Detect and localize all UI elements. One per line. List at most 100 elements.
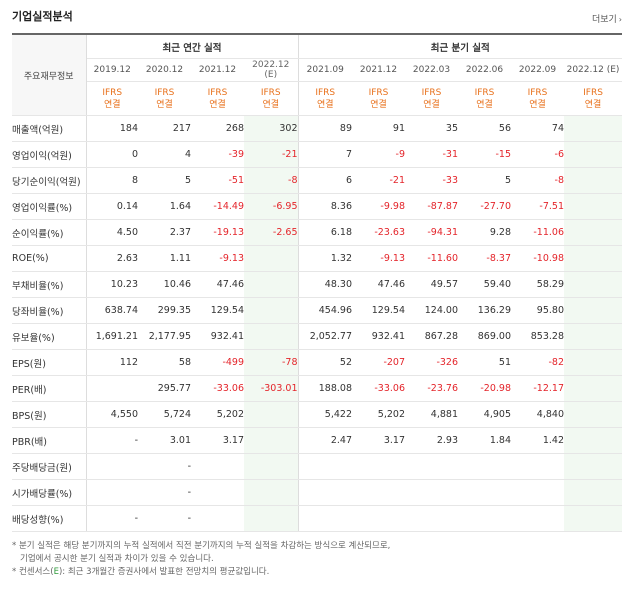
value-cell: 5,202 [352,401,405,428]
value-cell [405,505,458,532]
value-cell [244,401,298,428]
value-cell: 51 [458,349,511,376]
value-cell: -6 [511,141,564,168]
value-cell: -19.13 [191,219,244,246]
period-header-estimate: 2022.12 (E) [244,58,298,82]
value-cell: 638.74 [86,297,138,324]
value-cell: 10.46 [138,271,191,298]
row-label: 영업이익(억원) [12,141,87,168]
ifrs-label: IFRS 연결 [352,81,405,116]
value-cell: -207 [352,349,405,376]
value-cell: 184 [86,115,138,142]
value-cell: 47.46 [352,271,405,298]
table-row: 배당성향(%) - - [12,505,623,532]
ifrs-top: IFRS [260,87,281,98]
value-cell: 124.00 [405,297,458,324]
value-cell [244,245,298,272]
value-cell: 188.08 [297,375,352,402]
value-cell: 74 [511,115,564,142]
row-label: 당좌비율(%) [12,297,87,324]
estimate-mark: (E) [264,70,278,80]
value-cell [564,479,623,506]
value-cell: 5,422 [297,401,352,428]
ifrs-top: IFRS [207,87,228,98]
value-cell: 48.30 [297,271,352,298]
period-header: 2019.12 [86,58,138,82]
value-cell: -21 [352,167,405,194]
value-cell: -27.70 [458,193,511,220]
value-cell: -8.37 [458,245,511,272]
value-cell: 91 [352,115,405,142]
value-cell [564,349,623,376]
value-cell: 8.36 [297,193,352,220]
value-cell: -33 [405,167,458,194]
value-cell [564,401,623,428]
value-cell: 302 [244,115,298,142]
value-cell [564,245,623,272]
more-link[interactable]: 더보기 › [592,12,622,25]
table-row: PBR(배) -3.01 3.17 2.47 3.17 2.93 1.84 1.42 [12,427,623,454]
value-cell: -51 [191,167,244,194]
value-cell: 58.29 [511,271,564,298]
ifrs-top: IFRS [368,87,389,98]
table-row: 영업이익률(%) 0.14 1.64 -14.49 -6.95 8.36 -9.98 -87.… [12,193,623,220]
table-row: 주당배당금(원) - [12,453,623,480]
row-label: BPS(원) [12,401,87,428]
value-cell: 136.29 [458,297,511,324]
value-cell: 59.40 [458,271,511,298]
ifrs-label: IFRS 연결 [405,81,458,116]
ifrs-bottom: 연결 [370,99,387,110]
value-cell: -499 [191,349,244,376]
value-cell: -31 [405,141,458,168]
value-cell [564,141,623,168]
ifrs-bottom: 연결 [262,99,280,110]
row-label: 유보율(%) [12,323,87,350]
period-header: 2021.09 [297,58,352,82]
value-cell: 6 [297,167,352,194]
footnote-3-post: ): 최근 3개월간 증권사에서 발표한 전망치의 평균값입니다. [58,567,270,577]
value-cell [352,505,405,532]
row-label: ROE(%) [12,245,87,272]
value-cell: 56 [458,115,511,142]
row-label: 매출액(억원) [12,115,87,142]
period-header: 2021.12 [352,58,405,82]
value-cell [564,375,623,402]
value-cell [511,479,564,506]
ifrs-label: IFRS 연결 [191,81,244,116]
value-cell: 1.32 [297,245,352,272]
consensus-mark: E [53,567,59,577]
value-cell [297,479,352,506]
value-cell [191,479,244,506]
value-cell: 869.00 [458,323,511,350]
financial-table: 주요재무정보 최근 연간 실적 최근 분기 실적 2019.12 2020.12 2… [12,33,623,532]
value-cell: 5,202 [191,401,244,428]
value-cell: 4 [138,141,191,168]
period-header: 2022.03 [405,58,458,82]
value-cell [564,115,623,142]
ifrs-bottom: 연결 [423,99,440,110]
value-cell: 3.01 [138,427,191,454]
annual-group-header: 최근 연간 실적 [86,34,298,59]
value-cell [564,271,623,298]
value-cell [564,505,623,532]
ifrs-label: IFRS 연결 [458,81,511,116]
table-row: 유보율(%) 1,691.21 2,177.95 932.41 2,052.77 932.… [12,323,623,350]
table-row: EPS(원) 112 58 -499 -78 52 -207 -326 51 -82 [12,349,623,376]
value-cell: 89 [297,115,352,142]
value-cell: 853.28 [511,323,564,350]
value-cell: - [138,453,191,480]
value-cell [405,479,458,506]
value-cell: 58 [138,349,191,376]
value-cell: 2.37 [138,219,191,246]
ifrs-top: IFRS [527,87,548,98]
value-cell: -12.17 [511,375,564,402]
more-label: 더보기 [591,15,617,25]
ifrs-top: IFRS [583,87,603,98]
value-cell: 1,691.21 [86,323,138,350]
row-label: PBR(배) [12,427,87,454]
value-cell: 4,550 [86,401,138,428]
value-cell: 0 [86,141,138,168]
value-cell: -82 [511,349,564,376]
value-cell [352,479,405,506]
value-cell: 217 [138,115,191,142]
